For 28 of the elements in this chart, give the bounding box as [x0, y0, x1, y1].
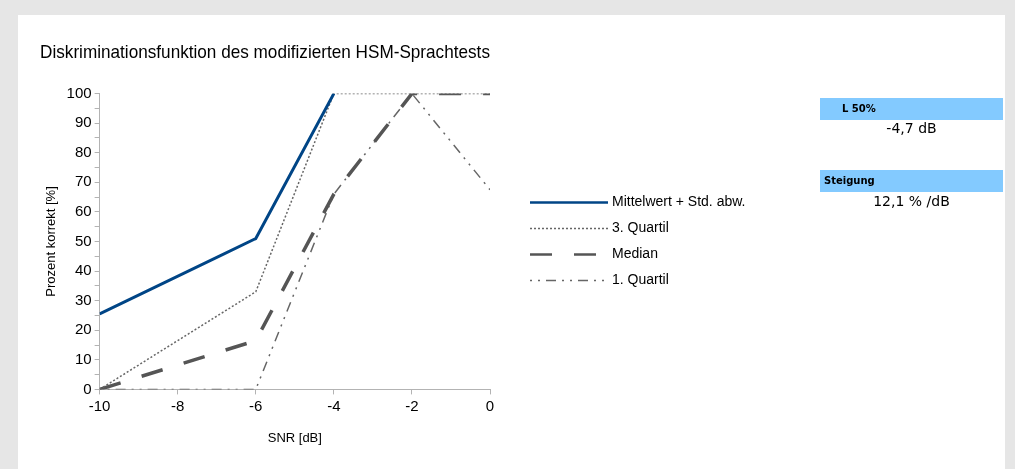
x-tick-label: -4 — [327, 396, 341, 414]
y-tick-label: 20 — [74, 320, 92, 338]
x-tick-label: -10 — [88, 396, 111, 414]
text: -4,7 dB — [885, 120, 938, 136]
text: Mittelwert + Std. abw. — [612, 193, 746, 210]
y-tick-label: 10 — [74, 349, 92, 367]
y-tick-label: 100 — [66, 83, 92, 101]
x-tick-label: -2 — [405, 396, 419, 414]
text: L 50% — [820, 98, 1003, 120]
y-tick-label: 90 — [74, 113, 92, 131]
y-tick-label: 70 — [74, 172, 92, 190]
text: 3. Quartil — [612, 219, 669, 236]
y-tick-label: 0 — [83, 379, 92, 397]
y-tick-label: 80 — [74, 142, 92, 160]
y-tick-label: 50 — [74, 231, 92, 249]
x-tick-label: -6 — [249, 396, 263, 414]
y-axis-title: Prozent korrekt [%] — [43, 186, 59, 297]
y-tick-label: 30 — [74, 290, 92, 308]
text: Median — [612, 245, 658, 262]
text: 1. Quartil — [612, 271, 669, 288]
y-tick-label: 60 — [74, 202, 92, 220]
x-axis-title: SNR [dB] — [267, 429, 322, 445]
x-tick-label: 0 — [485, 396, 495, 414]
text: 12,1 % /dB — [872, 193, 951, 209]
y-tick-label: 40 — [74, 261, 92, 279]
text: Steigung — [820, 170, 1003, 192]
chart-title: Diskriminationsfunktion des modifizierten HSM-Sprachtests — [40, 41, 491, 62]
x-tick-label: -8 — [171, 396, 185, 414]
